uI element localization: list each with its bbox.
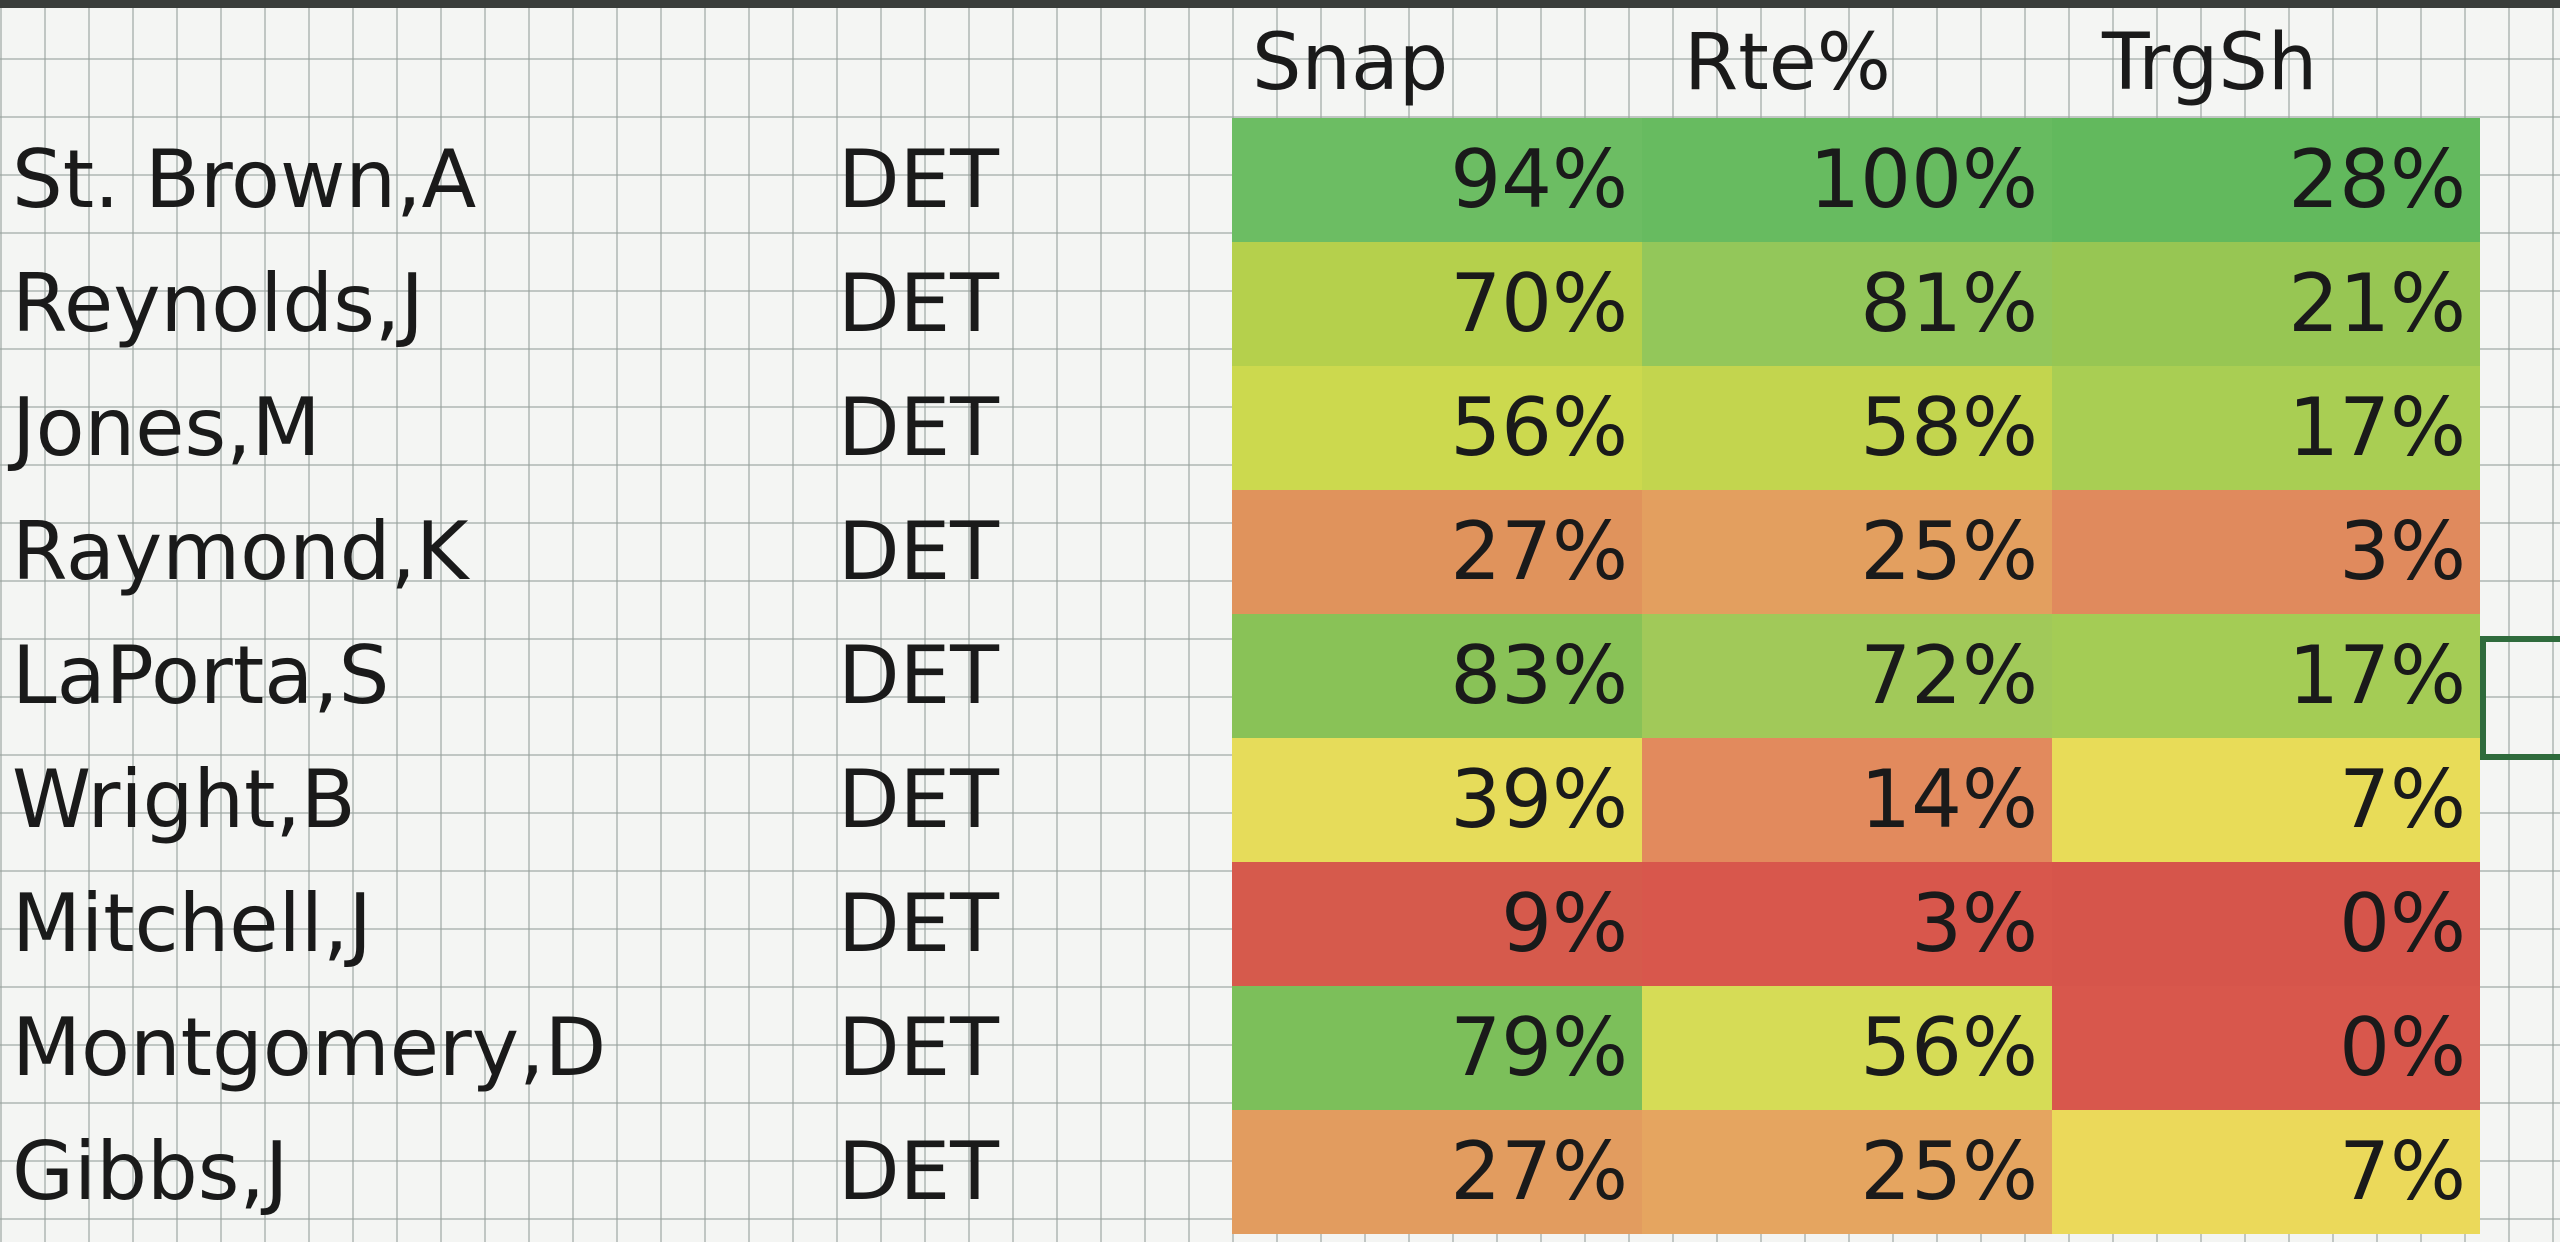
table-row: Montgomery,D DET 79% 56% 0% [0, 986, 2560, 1110]
spreadsheet-top-edge [0, 0, 2560, 8]
header-trgsh[interactable]: TrgSh [2102, 18, 2318, 108]
team-cell[interactable]: DET [838, 257, 1000, 350]
player-name-cell[interactable]: St. Brown,A [12, 133, 477, 226]
target-share-cell[interactable]: 28% [2052, 118, 2480, 242]
route-percent-cell[interactable]: 3% [1642, 862, 2052, 986]
snap-cell[interactable]: 27% [1232, 490, 1642, 614]
snap-cell[interactable]: 9% [1232, 862, 1642, 986]
table-row: LaPorta,S DET 83% 72% 17% [0, 614, 2560, 738]
table-row: Wright,B DET 39% 14% 7% [0, 738, 2560, 862]
table-row: St. Brown,A DET 94% 100% 28% [0, 118, 2560, 242]
snap-cell[interactable]: 39% [1232, 738, 1642, 862]
route-percent-cell[interactable]: 14% [1642, 738, 2052, 862]
header-row: Snap Rte% TrgSh [0, 8, 2560, 118]
table-row: Gibbs,J DET 27% 25% 7% [0, 1110, 2560, 1234]
route-percent-cell[interactable]: 58% [1642, 366, 2052, 490]
team-cell[interactable]: DET [838, 505, 1000, 598]
player-name-cell[interactable]: Wright,B [12, 753, 356, 846]
header-rte[interactable]: Rte% [1684, 18, 1891, 108]
team-cell[interactable]: DET [838, 381, 1000, 474]
target-share-cell[interactable]: 0% [2052, 862, 2480, 986]
player-name-cell[interactable]: Montgomery,D [12, 1001, 607, 1094]
player-name-cell[interactable]: Jones,M [12, 381, 321, 474]
route-percent-cell[interactable]: 81% [1642, 242, 2052, 366]
team-cell[interactable]: DET [838, 753, 1000, 846]
target-share-cell[interactable]: 17% [2052, 614, 2480, 738]
table-row: Mitchell,J DET 9% 3% 0% [0, 862, 2560, 986]
target-share-cell[interactable]: 7% [2052, 738, 2480, 862]
snap-cell[interactable]: 56% [1232, 366, 1642, 490]
route-percent-cell[interactable]: 56% [1642, 986, 2052, 1110]
snap-cell[interactable]: 27% [1232, 1110, 1642, 1234]
player-name-cell[interactable]: Gibbs,J [12, 1125, 289, 1218]
player-name-cell[interactable]: Reynolds,J [12, 257, 424, 350]
player-name-cell[interactable]: Raymond,K [12, 505, 469, 598]
target-share-cell[interactable]: 3% [2052, 490, 2480, 614]
team-cell[interactable]: DET [838, 629, 1000, 722]
player-name-cell[interactable]: LaPorta,S [12, 629, 390, 722]
selected-cell-outline[interactable] [2480, 636, 2560, 760]
route-percent-cell[interactable]: 100% [1642, 118, 2052, 242]
team-cell[interactable]: DET [838, 133, 1000, 226]
team-cell[interactable]: DET [838, 877, 1000, 970]
header-snap[interactable]: Snap [1252, 18, 1449, 108]
target-share-cell[interactable]: 17% [2052, 366, 2480, 490]
target-share-cell[interactable]: 21% [2052, 242, 2480, 366]
target-share-cell[interactable]: 7% [2052, 1110, 2480, 1234]
player-name-cell[interactable]: Mitchell,J [12, 877, 372, 970]
snap-cell[interactable]: 94% [1232, 118, 1642, 242]
team-cell[interactable]: DET [838, 1001, 1000, 1094]
route-percent-cell[interactable]: 25% [1642, 1110, 2052, 1234]
snap-cell[interactable]: 83% [1232, 614, 1642, 738]
target-share-cell[interactable]: 0% [2052, 986, 2480, 1110]
snap-cell[interactable]: 70% [1232, 242, 1642, 366]
team-cell[interactable]: DET [838, 1125, 1000, 1218]
route-percent-cell[interactable]: 25% [1642, 490, 2052, 614]
table-row: Jones,M DET 56% 58% 17% [0, 366, 2560, 490]
snap-cell[interactable]: 79% [1232, 986, 1642, 1110]
table-row: Raymond,K DET 27% 25% 3% [0, 490, 2560, 614]
table-row: Reynolds,J DET 70% 81% 21% [0, 242, 2560, 366]
route-percent-cell[interactable]: 72% [1642, 614, 2052, 738]
